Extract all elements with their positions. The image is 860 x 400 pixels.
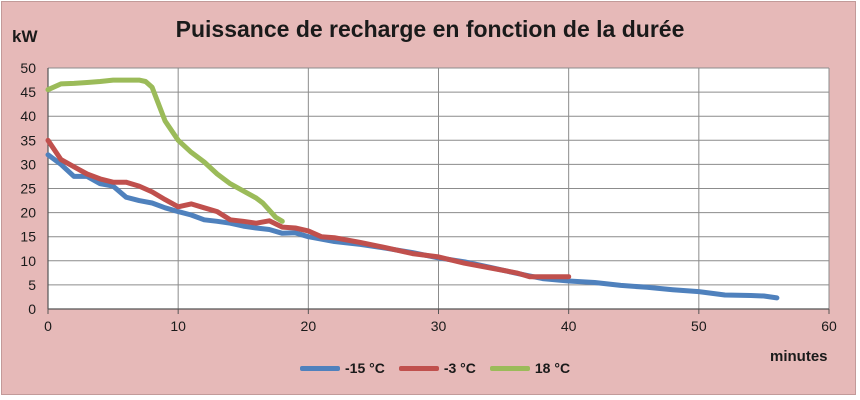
x-tick-label: 40 <box>561 318 577 334</box>
x-tick-label: 50 <box>691 318 707 334</box>
legend-swatch <box>398 365 439 371</box>
y-tick-label: 40 <box>20 108 36 124</box>
legend-label: -15 °C <box>345 360 385 376</box>
y-tick-label: 5 <box>28 277 36 293</box>
x-tick-label: 20 <box>301 318 317 334</box>
legend-label: 18 °C <box>534 360 571 376</box>
legend: -15 °C -3 °C 18 °C <box>300 360 570 376</box>
series-line-1 <box>45 152 780 301</box>
x-axis-label: minutes <box>770 348 828 365</box>
series-line-3 <box>45 77 285 224</box>
y-axis-label: kW <box>12 27 38 46</box>
legend-item: -15 °C <box>300 360 385 376</box>
legend-item: -3 °C <box>398 360 476 376</box>
y-tick-label: 10 <box>20 253 36 269</box>
y-tick-label: 30 <box>20 156 36 172</box>
chart-title: Puissance de recharge en fonction de la … <box>175 16 685 42</box>
y-tick-label: 45 <box>20 84 36 100</box>
legend-item: 18 °C <box>489 360 571 376</box>
x-tick-label: 60 <box>821 318 837 334</box>
x-tick-label: 10 <box>170 318 186 334</box>
legend-swatch <box>300 365 340 371</box>
y-tick-label: 20 <box>20 205 36 221</box>
y-tick-label: 25 <box>20 181 36 197</box>
legend-swatch <box>489 365 530 371</box>
y-tick-label: 15 <box>20 229 36 245</box>
legend-label: -3 °C <box>443 360 476 376</box>
x-tick-label: 0 <box>44 318 52 334</box>
series-line-2 <box>45 137 572 280</box>
y-tick-label: 50 <box>20 60 36 76</box>
y-tick-label: 35 <box>20 132 36 148</box>
y-tick-label: 0 <box>28 301 36 317</box>
x-tick-label: 30 <box>431 318 447 334</box>
